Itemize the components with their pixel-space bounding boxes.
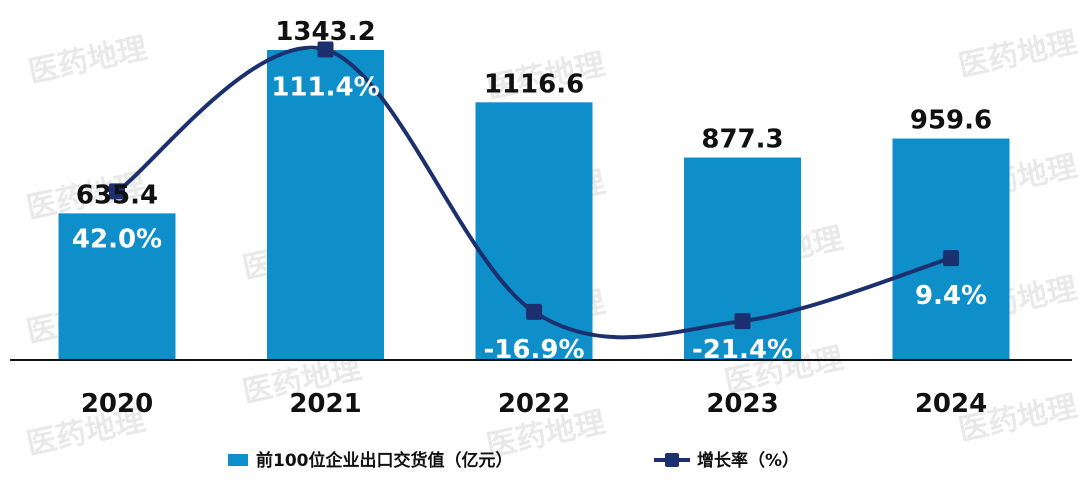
x-tick-label: 2021: [289, 389, 361, 419]
watermark-text: 医药地理: [955, 25, 1080, 84]
labels-layer: 635.4 42.0% 2020 1343.2 111.4% 2021 1116.6 -16.…: [72, 17, 992, 419]
bar-value-label: 1343.2: [275, 17, 375, 47]
growth-rate-label: 9.4%: [915, 281, 987, 311]
growth-rate-label: -21.4%: [692, 335, 793, 365]
x-tick-label: 2024: [915, 389, 987, 419]
bar-2021: [267, 50, 384, 360]
bar-2020: [58, 213, 176, 360]
watermark-text: 医药地理: [25, 31, 150, 90]
legend-bar-swatch: [228, 454, 248, 466]
bar-2022: [475, 102, 593, 361]
x-tick-label: 2022: [498, 389, 570, 419]
legend-bar-label: 前100位企业出口交货值（亿元）: [256, 450, 513, 471]
legend-line-label: 增长率（%）: [697, 450, 799, 471]
growth-marker-2022: [526, 303, 542, 320]
bars-layer: [58, 50, 1010, 361]
x-tick-label: 2020: [81, 389, 153, 419]
growth-rate-label: 111.4%: [271, 73, 379, 103]
legend-line-marker: [665, 453, 679, 467]
bar-value-label: 959.6: [910, 106, 992, 136]
growth-marker-2021: [317, 41, 334, 58]
growth-marker-2023: [734, 313, 751, 330]
growth-rate-line: [115, 45, 952, 340]
growth-marker-2020: [109, 183, 125, 200]
bar-value-label: 635.4: [76, 180, 158, 210]
line-layer: [109, 41, 959, 340]
growth-rate-label: 42.0%: [72, 224, 162, 254]
bar-2024: [892, 138, 1010, 360]
legend: 前100位企业出口交货值（亿元） 增长率（%）: [228, 450, 799, 471]
growth-rate-label: -16.9%: [484, 335, 585, 365]
bar-value-label: 877.3: [701, 125, 783, 155]
bar-value-label: 1116.6: [484, 69, 584, 99]
x-tick-label: 2023: [706, 389, 778, 419]
growth-marker-2024: [943, 250, 959, 267]
